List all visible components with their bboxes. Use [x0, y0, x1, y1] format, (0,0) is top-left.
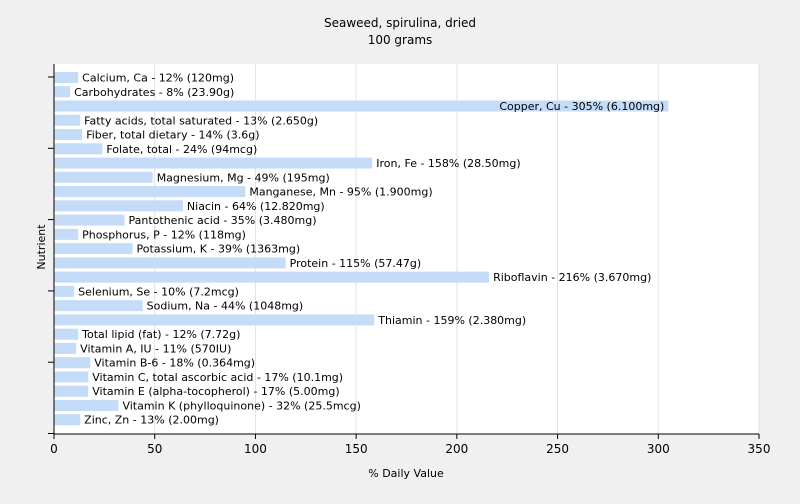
bar-label: Manganese, Mn - 95% (1.900mg) [249, 186, 432, 199]
bar-label: Niacin - 64% (12.820mg) [187, 200, 325, 213]
x-tick-label: 350 [748, 442, 771, 456]
plot-area [54, 64, 759, 434]
bar [54, 257, 286, 269]
bar-label: Riboflavin - 216% (3.670mg) [493, 271, 651, 284]
x-tick-label: 150 [345, 442, 368, 456]
bar-label: Vitamin C, total ascorbic acid - 17% (10… [92, 371, 343, 384]
bar [54, 129, 83, 141]
bar-label: Potassium, K - 39% (1363mg) [137, 243, 301, 256]
bar [54, 100, 669, 112]
bar [54, 228, 79, 240]
bar-label: Magnesium, Mg - 49% (195mg) [157, 171, 330, 184]
x-tick-label: 300 [647, 442, 670, 456]
bar-label: Vitamin E (alpha-tocopherol) - 17% (5.00… [92, 385, 339, 398]
x-tick-label: 100 [244, 442, 267, 456]
axes: 0 50 100 150 200 250 300 350 [48, 64, 770, 456]
bar-label: Vitamin K (phylloquinone) - 32% (25.5mcg… [122, 399, 360, 412]
x-tick-label: 200 [445, 442, 468, 456]
bar [54, 171, 153, 183]
bar-label: Vitamin A, IU - 11% (570IU) [80, 342, 231, 355]
bar-label: Total lipid (fat) - 12% (7.72g) [81, 328, 240, 341]
bar-label: Iron, Fe - 158% (28.50mg) [376, 157, 520, 170]
bar-label: Pantothenic acid - 35% (3.480mg) [129, 214, 317, 227]
bar [54, 214, 125, 226]
bar [54, 200, 183, 212]
y-axis-title: Nutrient [35, 224, 48, 270]
bar [54, 314, 375, 326]
bar [54, 342, 77, 354]
x-axis-title: % Daily Value [368, 467, 444, 480]
bar [54, 271, 490, 283]
bar [54, 72, 79, 83]
bar [54, 414, 81, 426]
bar-label: Fiber, total dietary - 14% (3.6g) [86, 129, 259, 142]
bar [54, 328, 79, 340]
bar [54, 86, 71, 98]
x-tick-label: 50 [147, 442, 162, 456]
bars: Calcium, Ca - 12% (120mg)Carbohydrates -… [54, 72, 669, 427]
bar [54, 285, 75, 297]
gridlines [154, 64, 760, 434]
chart-subtitle: 100 grams [368, 33, 433, 47]
bar [54, 114, 81, 126]
bar [54, 157, 373, 169]
bar-label: Carbohydrates - 8% (23.90g) [74, 86, 234, 99]
bar-label: Zinc, Zn - 13% (2.00mg) [84, 414, 219, 427]
bar [54, 186, 246, 198]
bar [54, 357, 91, 369]
bar-label: Calcium, Ca - 12% (120mg) [82, 72, 234, 85]
chart-title: Seaweed, spirulina, dried [324, 16, 476, 30]
bar-label: Copper, Cu - 305% (6.100mg) [499, 100, 664, 113]
bar [54, 385, 89, 397]
bar [54, 399, 119, 411]
bar [54, 300, 143, 312]
bar [54, 371, 89, 383]
bar [54, 143, 103, 155]
bar-label: Thiamin - 159% (2.380mg) [377, 314, 526, 327]
bar-label: Phosphorus, P - 12% (118mg) [82, 228, 246, 241]
bar-label: Selenium, Se - 10% (7.2mcg) [78, 285, 239, 298]
bar [54, 243, 133, 255]
bar-label: Fatty acids, total saturated - 13% (2.65… [84, 114, 318, 127]
bar-label: Sodium, Na - 44% (1048mg) [147, 300, 304, 313]
x-tick-label: 0 [50, 442, 58, 456]
bar-label: Protein - 115% (57.47g) [290, 257, 422, 270]
bar-label: Folate, total - 24% (94mcg) [106, 143, 257, 156]
bar-label: Vitamin B-6 - 18% (0.364mg) [94, 357, 255, 370]
x-tick-label: 250 [546, 442, 569, 456]
